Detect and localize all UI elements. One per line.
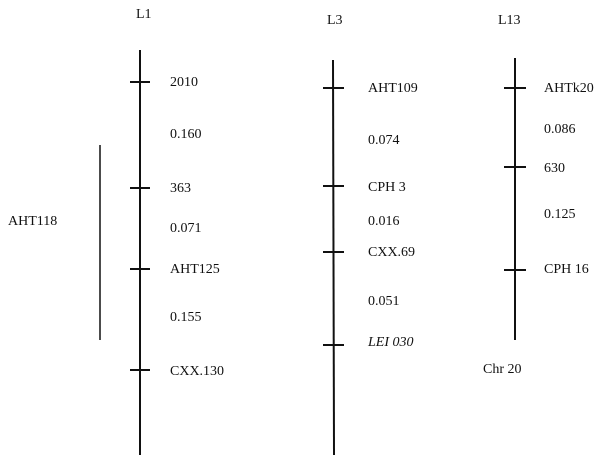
l1-marker-aht125: AHT125 [170, 262, 220, 277]
l1-title: L1 [136, 7, 152, 22]
l1-marker-363: 363 [170, 181, 191, 196]
l1-distance-3: 0.155 [170, 310, 202, 325]
l3-chromosome-line [332, 59, 335, 456]
l1-marker-cxx130: CXX.130 [170, 364, 225, 379]
l13-title: L13 [498, 13, 521, 28]
l1-marker-2010: 2010 [170, 75, 198, 90]
l13-marker-cph16: CPH 16 [544, 262, 589, 277]
l1-distance-2: 0.071 [170, 221, 202, 236]
chromosome-label: Chr 20 [483, 362, 522, 377]
l13-marker-ahtk20: AHTk20 [544, 81, 594, 96]
l13-distance-2: 0.125 [544, 207, 576, 222]
l3-distance-3: 0.051 [368, 294, 400, 309]
l3-marker-cph3: CPH 3 [368, 180, 406, 195]
l3-marker-cxx69: CXX.69 [368, 245, 416, 260]
side-marker-aht118: AHT118 [8, 214, 58, 229]
l3-title: L3 [327, 13, 343, 28]
l3-distance-2: 0.016 [368, 214, 400, 229]
l1-distance-1: 0.160 [170, 127, 202, 142]
l13-distance-1: 0.086 [544, 122, 576, 137]
l3-marker-aht109: AHT109 [368, 81, 418, 96]
l13-marker-630: 630 [544, 161, 565, 176]
l3-distance-1: 0.074 [368, 133, 400, 148]
l3-marker-lei030: LEI 030 [368, 335, 414, 350]
